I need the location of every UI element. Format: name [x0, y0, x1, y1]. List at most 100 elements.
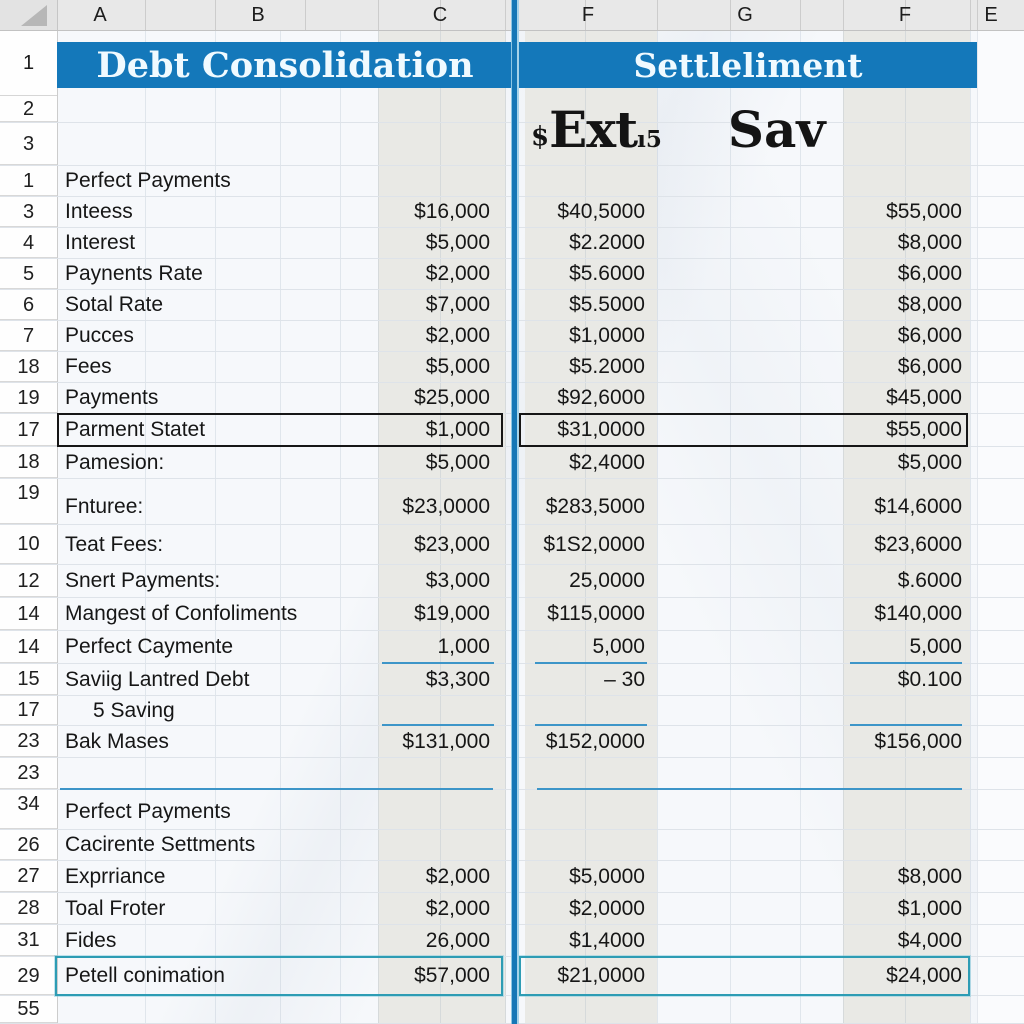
- cell-value-f-right[interactable]: $8,000: [897, 864, 962, 888]
- cell-value-c[interactable]: $3,300: [425, 667, 490, 691]
- cell-value-f[interactable]: $1S2,0000: [543, 532, 645, 556]
- cell-value-f[interactable]: [519, 790, 649, 829]
- cell-value-f-right[interactable]: [830, 790, 970, 829]
- row-number[interactable]: 1: [0, 30, 58, 96]
- cell-value-f-right[interactable]: [830, 758, 970, 789]
- column-header-f2[interactable]: F: [898, 4, 912, 26]
- row-number[interactable]: 18: [0, 352, 58, 382]
- row-label-cell[interactable]: Fides: [65, 928, 117, 952]
- cell-value-f-right[interactable]: $6,000: [897, 262, 962, 285]
- cell-value-f[interactable]: $283,5000: [545, 495, 645, 518]
- row-label-cell[interactable]: [57, 996, 365, 1023]
- cell-value-f-right[interactable]: [830, 996, 970, 1023]
- row-label-cell[interactable]: Parment Statet: [65, 418, 206, 441]
- row-label-cell[interactable]: Exprriance: [65, 864, 166, 888]
- row-label-cell[interactable]: Payments: [65, 386, 159, 409]
- cell-value-f[interactable]: [519, 996, 649, 1023]
- cell-value-c[interactable]: [330, 123, 500, 165]
- column-header-c[interactable]: C: [432, 4, 448, 26]
- cell-value-f-right[interactable]: $5,000: [897, 450, 962, 474]
- column-header-e[interactable]: E: [984, 4, 998, 26]
- cell-value-f-right[interactable]: [830, 166, 970, 196]
- cell-value-f[interactable]: $92,6000: [557, 386, 645, 409]
- cell-value-f-right[interactable]: [830, 696, 970, 725]
- row-label-cell[interactable]: Snert Payments:: [65, 569, 221, 592]
- row-number[interactable]: 23: [0, 726, 58, 757]
- cell-value-f-right[interactable]: $45,000: [886, 386, 962, 409]
- row-label-cell[interactable]: Inteess: [65, 200, 133, 223]
- row-number[interactable]: 26: [0, 830, 58, 860]
- row-label-cell[interactable]: [57, 758, 365, 789]
- subheader-ext-cell[interactable]: Ext: [549, 100, 638, 159]
- row-number[interactable]: 55: [0, 996, 58, 1023]
- cell-value-f[interactable]: $2,0000: [569, 896, 645, 920]
- cell-value-f-right[interactable]: $6,000: [897, 355, 962, 378]
- cell-value-c[interactable]: $1,000: [425, 418, 490, 441]
- row-number[interactable]: 29: [0, 957, 58, 995]
- cell-value-c[interactable]: $2,000: [425, 324, 490, 347]
- cell-value-c[interactable]: $2,000: [425, 864, 490, 888]
- row-number[interactable]: 23: [0, 758, 58, 789]
- row-label-cell[interactable]: Perfect Caymente: [65, 635, 234, 658]
- cell-value-c[interactable]: $16,000: [414, 200, 490, 223]
- row-label-cell[interactable]: Petell conimation: [65, 964, 225, 987]
- cell-value-f-right[interactable]: $0.100: [897, 667, 962, 691]
- row-number[interactable]: 4: [0, 228, 58, 258]
- cell-value-f[interactable]: [519, 758, 649, 789]
- cell-value-f[interactable]: $40,5000: [557, 200, 645, 223]
- row-number[interactable]: 12: [0, 565, 58, 597]
- column-header-f1[interactable]: F: [581, 4, 595, 26]
- row-label-cell[interactable]: Cacirente Settments: [65, 833, 256, 856]
- cell-value-f[interactable]: $1,0000: [569, 324, 645, 347]
- row-label-cell[interactable]: Perfect Payments: [65, 169, 231, 192]
- column-header-a[interactable]: A: [93, 4, 107, 26]
- row-label-cell[interactable]: Saviig Lantred Debt: [65, 667, 250, 691]
- cell-value-f[interactable]: $5,0000: [569, 864, 645, 888]
- cell-value-c[interactable]: $2,000: [425, 896, 490, 920]
- cell-value-f-right[interactable]: $24,000: [886, 964, 962, 987]
- row-label-cell[interactable]: Pucces: [65, 324, 134, 347]
- row-label-cell[interactable]: Fees: [65, 355, 112, 378]
- cell-value-c[interactable]: [330, 96, 500, 122]
- row-number[interactable]: 27: [0, 861, 58, 892]
- column-header-g[interactable]: G: [737, 4, 753, 26]
- row-label-cell[interactable]: Fnturee:: [65, 495, 144, 518]
- cell-value-c[interactable]: $23,0000: [402, 495, 490, 518]
- row-number[interactable]: 3: [0, 197, 58, 227]
- cell-value-f-right[interactable]: $8,000: [897, 293, 962, 316]
- cell-value-f-right[interactable]: $55,000: [886, 418, 962, 441]
- cell-value-c[interactable]: $25,000: [414, 386, 490, 409]
- row-label-cell[interactable]: Paynents Rate: [65, 262, 203, 285]
- cell-value-c[interactable]: [330, 996, 500, 1023]
- right-title-merged-cell[interactable]: Settleliment: [519, 42, 977, 88]
- cell-value-c[interactable]: $3,000: [425, 569, 490, 592]
- cell-value-f[interactable]: 25,0000: [569, 569, 645, 592]
- cell-value-f[interactable]: $1,4000: [569, 928, 645, 952]
- cell-value-f-right[interactable]: $8,000: [897, 231, 962, 254]
- row-number[interactable]: 6: [0, 290, 58, 320]
- cell-value-c[interactable]: $19,000: [414, 602, 490, 625]
- cell-value-c[interactable]: $7,000: [425, 293, 490, 316]
- row-number[interactable]: 19: [0, 479, 58, 524]
- row-label-cell[interactable]: Pamesion:: [65, 450, 165, 474]
- row-number[interactable]: 15: [0, 664, 58, 695]
- row-label-cell[interactable]: [57, 123, 365, 165]
- cell-value-c[interactable]: [330, 830, 500, 860]
- row-label-cell[interactable]: Mangest of Confoliments: [65, 602, 298, 625]
- row-label-cell[interactable]: [57, 96, 365, 122]
- row-label-cell[interactable]: 5 Saving: [93, 698, 175, 722]
- cell-value-f[interactable]: $5.6000: [569, 262, 645, 285]
- row-number[interactable]: 28: [0, 893, 58, 924]
- cell-value-f-right[interactable]: $1,000: [897, 896, 962, 920]
- row-number[interactable]: 14: [0, 598, 58, 630]
- row-number[interactable]: 10: [0, 525, 58, 564]
- cell-value-f-right[interactable]: $.6000: [897, 569, 962, 592]
- cell-value-f[interactable]: 5,000: [592, 635, 645, 658]
- row-number[interactable]: 7: [0, 321, 58, 351]
- cell-value-f-right[interactable]: $23,6000: [874, 532, 962, 556]
- cell-value-c[interactable]: 1,000: [437, 635, 490, 658]
- row-number[interactable]: 5: [0, 259, 58, 289]
- subheader-sav-cell[interactable]: Sav: [727, 100, 826, 159]
- cell-value-f[interactable]: $115,0000: [547, 602, 645, 625]
- cell-value-f[interactable]: $2.2000: [569, 231, 645, 254]
